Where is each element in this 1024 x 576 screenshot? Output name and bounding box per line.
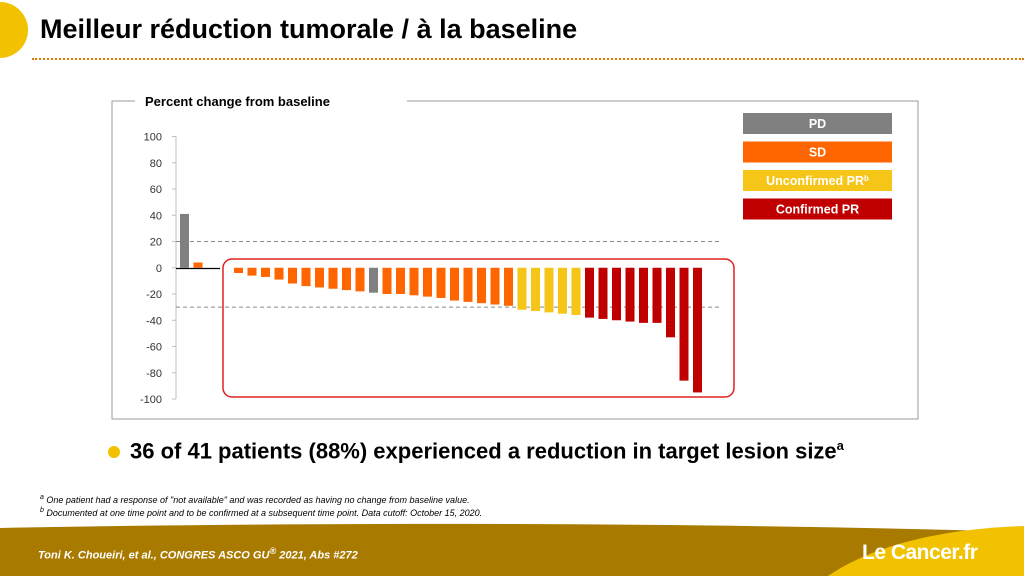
bar bbox=[382, 267, 392, 294]
citation-end: 2021, Abs #272 bbox=[276, 549, 358, 562]
y-axis: 100 80 60 40 20 0 -20 -40 -60 -80 -100 bbox=[140, 132, 177, 406]
bar bbox=[477, 267, 486, 304]
bar bbox=[369, 267, 378, 293]
bar bbox=[301, 267, 311, 287]
bar bbox=[544, 267, 554, 313]
bar bbox=[234, 267, 243, 273]
bar bbox=[247, 267, 257, 276]
footnote-b-mark: b bbox=[40, 507, 44, 514]
y-tick-label: 100 bbox=[144, 132, 162, 144]
legend-swatch bbox=[743, 141, 892, 163]
bar bbox=[531, 267, 540, 312]
y-tick-label: -100 bbox=[140, 394, 162, 406]
footnote-b-text: Documented at one time point and to be c… bbox=[43, 508, 483, 518]
legend-swatch bbox=[743, 198, 892, 220]
bar bbox=[436, 267, 446, 298]
bar bbox=[693, 267, 702, 393]
legend-swatch bbox=[743, 113, 892, 134]
bar bbox=[315, 267, 324, 288]
slide-title: Meilleur réduction tumorale / à la basel… bbox=[40, 14, 578, 44]
footer-band bbox=[0, 523, 1024, 576]
lecancer-logo: Le Cancer.fr bbox=[862, 541, 978, 564]
citation-main: Toni K. Choueiri, et al., CONGRES ASCO G… bbox=[38, 549, 270, 562]
bar bbox=[450, 267, 459, 301]
bars bbox=[180, 213, 702, 393]
bar bbox=[571, 267, 581, 315]
footnote-a-text: One patient had a response of "not avail… bbox=[43, 495, 470, 505]
footnote-a-mark: a bbox=[40, 494, 44, 501]
y-tick-label: 60 bbox=[150, 184, 162, 196]
bar bbox=[639, 267, 648, 323]
bar bbox=[355, 267, 365, 292]
bar bbox=[342, 267, 351, 291]
key-finding-superscript: a bbox=[836, 438, 844, 453]
bar bbox=[180, 213, 189, 268]
chart-frame bbox=[111, 100, 919, 420]
bar bbox=[585, 267, 594, 318]
footnote-a: a One patient had a response of "not ava… bbox=[40, 494, 470, 505]
bar bbox=[261, 267, 270, 277]
chart-title-backdrop bbox=[135, 92, 407, 110]
y-tick-label: -20 bbox=[146, 289, 162, 301]
highlight-box bbox=[222, 258, 735, 398]
legend-label: Unconfirmed PRb bbox=[766, 174, 869, 189]
bar bbox=[679, 267, 689, 381]
bar bbox=[625, 267, 635, 322]
bar bbox=[504, 267, 513, 306]
footer-wave bbox=[0, 523, 1024, 576]
reference-lines bbox=[176, 241, 720, 308]
y-tick-label: -80 bbox=[146, 368, 162, 380]
bar bbox=[666, 267, 675, 338]
legend-label: Confirmed PR bbox=[776, 203, 859, 217]
y-tick-label: 40 bbox=[150, 210, 162, 222]
citation: Toni K. Choueiri, et al., CONGRES ASCO G… bbox=[38, 546, 358, 562]
legend: PD SD Unconfirmed PRb Confirmed PR bbox=[743, 113, 892, 220]
bar bbox=[396, 267, 405, 294]
bar bbox=[463, 267, 473, 302]
bar bbox=[288, 267, 297, 284]
key-finding-text: 36 of 41 patients (88%) experienced a re… bbox=[130, 438, 837, 464]
y-tick-label: 20 bbox=[150, 237, 162, 249]
bar bbox=[612, 267, 621, 321]
bar bbox=[517, 267, 527, 310]
key-finding: 36 of 41 patients (88%) experienced a re… bbox=[130, 438, 844, 464]
bar bbox=[652, 267, 662, 323]
bar bbox=[328, 267, 338, 289]
bar bbox=[409, 267, 419, 296]
footer-logo-backdrop bbox=[828, 526, 1024, 576]
title-divider bbox=[32, 58, 1024, 60]
y-tick-label: 0 bbox=[156, 263, 162, 275]
bar bbox=[274, 267, 284, 280]
footnote-b: b Documented at one time point and to be… bbox=[40, 507, 482, 518]
legend-label: PD bbox=[809, 117, 826, 131]
citation-superscript: ® bbox=[269, 546, 277, 556]
bar bbox=[490, 267, 500, 305]
legend-label: SD bbox=[809, 146, 826, 160]
bullet-dot bbox=[108, 446, 120, 458]
y-tick-label: -60 bbox=[146, 342, 162, 354]
legend-swatch bbox=[743, 170, 892, 191]
bar bbox=[423, 267, 432, 297]
y-tick-label: -40 bbox=[146, 315, 162, 327]
bar bbox=[558, 267, 567, 314]
bar bbox=[598, 267, 608, 319]
y-tick-label: 80 bbox=[150, 158, 162, 170]
bar bbox=[193, 262, 203, 268]
chart-title: Percent change from baseline bbox=[145, 94, 330, 109]
